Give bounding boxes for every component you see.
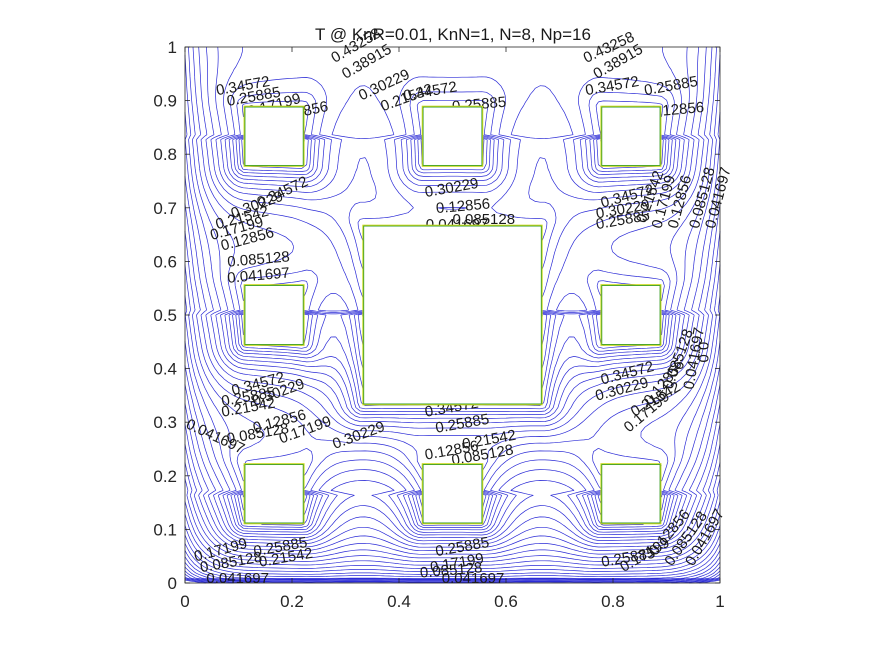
y-tick-label: 0.3 xyxy=(153,413,177,432)
y-tick-label: 0.6 xyxy=(153,252,177,271)
contour-line-24 xyxy=(184,264,721,533)
contour-line-18 xyxy=(184,423,721,552)
obstacle-6 xyxy=(600,284,662,346)
x-tick-label: 0.2 xyxy=(280,592,304,611)
y-tick-label: 0.8 xyxy=(153,145,177,164)
contour-line-9 xyxy=(184,550,721,579)
obstacle-3 xyxy=(600,105,662,167)
contour-line-32 xyxy=(198,46,707,416)
chart-title: T @ KnR=0.01, KnN=1, N=8, Np=16 xyxy=(315,25,591,44)
obstacle-outline-9 xyxy=(601,464,661,524)
contour-line-4 xyxy=(184,573,721,583)
contour-label: 0.25885 xyxy=(643,73,699,99)
x-tick-label: 0.6 xyxy=(494,592,518,611)
obstacle-outline-7 xyxy=(244,464,304,524)
obstacle-outline-5 xyxy=(363,225,542,405)
contour-label: 0.12856 xyxy=(649,99,705,121)
obstacle-2 xyxy=(421,105,484,167)
contour-label: 0.34572 xyxy=(584,73,640,99)
obstacle-outline-2 xyxy=(422,106,483,166)
contour-label: 0.085128 xyxy=(453,211,516,228)
obstacle-outline-8 xyxy=(422,464,483,524)
contour-label: 0.041697 xyxy=(206,570,269,587)
contour-line-19 xyxy=(184,403,721,548)
x-tick-label: 1 xyxy=(715,592,724,611)
x-tick-label: 0 xyxy=(180,592,189,611)
y-tick-label: 0.4 xyxy=(153,360,177,379)
contour-line-17 xyxy=(184,444,721,555)
contour-line-14 xyxy=(184,501,721,566)
contour-line-34 xyxy=(210,46,695,410)
x-tick-label: 0.8 xyxy=(601,592,625,611)
contour-line-7 xyxy=(184,562,721,581)
contour-line-13 xyxy=(184,513,721,569)
contour-line-20 xyxy=(184,384,721,545)
obstacle-4 xyxy=(243,284,305,346)
x-tick-label: 0.4 xyxy=(387,592,411,611)
obstacle-5 xyxy=(362,224,543,406)
obstacle-7 xyxy=(243,463,305,525)
obstacle-8 xyxy=(421,463,484,525)
y-tick-label: 0.7 xyxy=(153,199,177,218)
contour-line-41 xyxy=(238,136,667,174)
obstacles xyxy=(243,105,662,525)
contour-label: 0.041697 xyxy=(227,264,291,286)
contour-line-16 xyxy=(184,462,721,559)
contour-label: 0.0 xyxy=(695,342,712,363)
contour-line-25 xyxy=(184,230,721,531)
obstacle-outline-1 xyxy=(244,106,304,166)
contour-label: 0.085128 xyxy=(227,248,291,270)
contour-line-11 xyxy=(184,534,721,575)
y-tick-label: 1 xyxy=(168,38,177,57)
contour-line-10 xyxy=(184,543,721,578)
contour-line-40 xyxy=(235,135,670,177)
contour-line-23 xyxy=(184,295,721,536)
contour-line-21 xyxy=(184,364,721,542)
contour-line-42 xyxy=(241,137,664,171)
contour-line-5 xyxy=(184,570,721,582)
axes: 0 0.2 0.4 0.6 0.8 1 0 0.1 0.2 0.3 0.4 0.5 0.6 0.7 0.8 0… xyxy=(153,38,724,611)
contour-line-15 xyxy=(184,478,721,562)
y-tick-label: 0.2 xyxy=(153,467,177,486)
obstacle-outline-4 xyxy=(244,285,304,345)
contour-line-22 xyxy=(184,341,721,539)
contour-label: 0.085128 xyxy=(419,559,483,581)
contour-label: 0.12856 xyxy=(435,195,491,217)
y-tick-label: 0.1 xyxy=(153,520,177,539)
contour-line-6 xyxy=(184,566,721,581)
contour-line-26 xyxy=(184,203,721,528)
obstacle-9 xyxy=(600,463,662,525)
obstacle-1 xyxy=(243,105,305,167)
y-tick-label: 0 xyxy=(168,574,177,593)
contour-line-31 xyxy=(192,46,713,419)
contour-line-27 xyxy=(184,176,721,526)
contour-line-8 xyxy=(184,556,721,580)
contour-line-33 xyxy=(205,46,700,412)
contour-line-12 xyxy=(184,525,721,572)
obstacle-outline-3 xyxy=(601,106,661,166)
contour-label: 0.041697 xyxy=(442,570,505,587)
obstacle-outline-6 xyxy=(601,285,661,345)
y-tick-label: 0.9 xyxy=(153,92,177,111)
y-tick-label: 0.5 xyxy=(153,306,177,325)
